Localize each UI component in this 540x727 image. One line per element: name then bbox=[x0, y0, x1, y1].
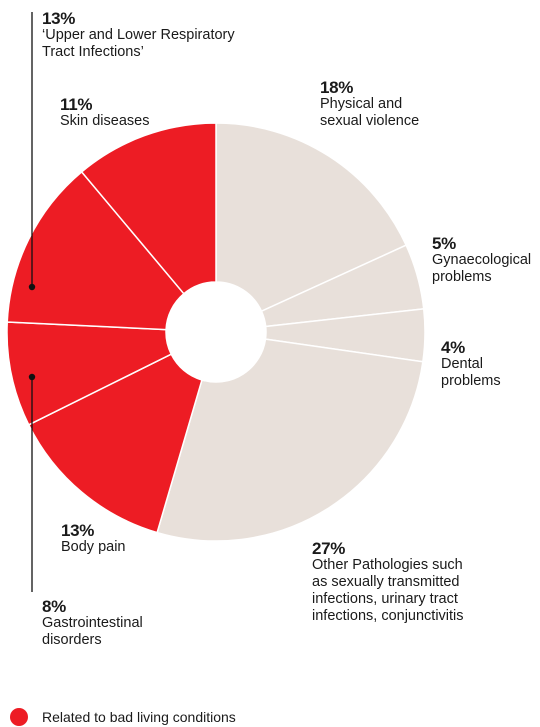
label-dental-line-2: problems bbox=[441, 373, 501, 389]
label-respiratory-line-1: ‘Upper and Lower Respiratory bbox=[42, 27, 235, 43]
label-gynaecological-pct: 5% bbox=[432, 234, 456, 253]
leader-lines bbox=[28, 12, 36, 592]
pie-slice-body-pain bbox=[27, 353, 203, 534]
pie-slice-other-pathologies-such-as-sexually-trans bbox=[156, 338, 424, 542]
legend: Related to bad living conditions bbox=[10, 708, 236, 726]
label-violence-line-2: sexual violence bbox=[320, 113, 420, 129]
label-gastro-line-1: Gastrointestinal bbox=[42, 615, 143, 631]
label-skin-line-1: Skin diseases bbox=[60, 113, 150, 129]
label-violence-pct: 18% bbox=[320, 78, 354, 97]
label-gastro-pct: 8% bbox=[42, 597, 66, 616]
chart-slices bbox=[6, 122, 426, 542]
label-dental: 4% Dental problems bbox=[441, 339, 501, 390]
label-gynaecological-line-1: Gynaecological bbox=[432, 252, 532, 268]
label-body-pain: 13% Body pain bbox=[61, 522, 126, 556]
label-dental-pct: 4% bbox=[441, 338, 465, 357]
label-violence: 18% Physical and sexual violence bbox=[320, 79, 419, 130]
label-other-pathologies: 27% Other Pathologies such as sexually t… bbox=[312, 540, 464, 625]
label-respiratory-pct: 13% bbox=[42, 9, 76, 28]
legend-swatch bbox=[10, 708, 28, 726]
label-skin-pct: 11% bbox=[60, 95, 93, 114]
label-other-pathologies-line-1: Other Pathologies such bbox=[312, 557, 463, 573]
label-body-pain-line-1: Body pain bbox=[61, 539, 126, 555]
label-dental-line-1: Dental bbox=[441, 356, 483, 372]
label-other-pathologies-pct: 27% bbox=[312, 539, 346, 558]
label-other-pathologies-line-2: as sexually transmitted bbox=[312, 574, 460, 590]
pie-slice-skin-diseases bbox=[80, 122, 217, 295]
label-gastro: 8% Gastrointestinal disorders bbox=[42, 598, 143, 649]
label-violence-line-1: Physical and bbox=[320, 96, 403, 112]
label-gastro-line-2: disorders bbox=[42, 632, 102, 648]
pie-slice-upper-and-lower-respiratory-tract-infect bbox=[6, 170, 185, 331]
leader-dot-respiratory bbox=[28, 283, 36, 291]
label-other-pathologies-line-3: infections, urinary tract bbox=[312, 591, 458, 607]
label-other-pathologies-line-4: infections, conjunctivitis bbox=[312, 608, 464, 624]
label-respiratory: 13% ‘Upper and Lower Respiratory Tract I… bbox=[42, 10, 235, 61]
label-gynaecological-line-2: problems bbox=[432, 269, 492, 285]
leader-dot-gastro bbox=[28, 373, 36, 381]
label-gynaecological: 5% Gynaecological problems bbox=[432, 235, 531, 286]
legend-label: Related to bad living conditions bbox=[42, 709, 236, 725]
label-skin: 11% Skin diseases bbox=[60, 96, 149, 130]
pie-slice-physical-and-sexual-violence bbox=[215, 122, 408, 313]
label-respiratory-line-2: Tract Infections’ bbox=[42, 44, 144, 60]
label-body-pain-pct: 13% bbox=[61, 521, 95, 540]
